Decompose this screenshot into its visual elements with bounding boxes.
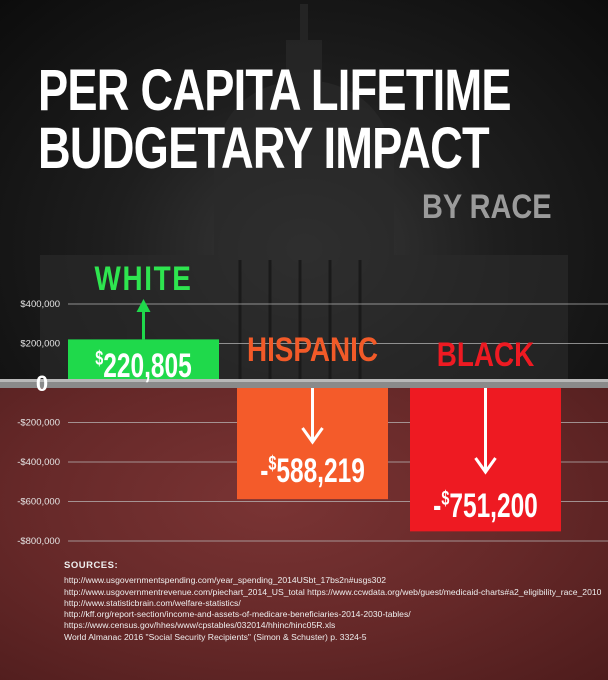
arrow-down-icon-head [474,457,497,475]
arrow-up-icon-head [136,299,151,312]
title-line-1: PER CAPITA LIFETIME [38,58,512,123]
y-tick-label: -$400,000 [17,457,60,468]
zero-line [0,379,608,388]
zero-line-highlight [0,379,608,382]
y-tick-label: -$800,000 [17,536,60,547]
source-line: World Almanac 2016 "Social Security Reci… [64,631,367,642]
y-tick-label: $400,000 [20,299,60,310]
bar-chart: $400,000 $200,000 0 -$200,000 -$400,000 -$600… [0,259,608,547]
source-line: http://www.statisticbrain.com/welfare-st… [64,597,241,608]
y-tick-label: $200,000 [20,339,60,350]
value-sign: - [260,452,268,490]
bar-white [68,339,219,379]
y-tick-label-zero: 0 [36,371,48,396]
source-line: http://www.usgovernmentspending.com/year… [64,575,387,586]
value-amount: 220,805 [103,347,191,385]
value-currency: $ [268,452,276,475]
value-label: -$751,200 [433,487,538,525]
value-currency: $ [95,347,103,370]
value-currency: $ [441,487,449,510]
y-tick-label: -$600,000 [17,497,60,508]
category-label-black: BLACK [437,335,535,373]
y-tick-label: -$200,000 [17,418,60,429]
title-line-2: BUDGETARY IMPACT [38,116,490,181]
category-label-hispanic: HISPANIC [247,330,378,368]
category-label-white: WHITE [95,259,193,297]
value-label: $220,805 [95,347,191,385]
source-line: http://www.usgovernmentrevenue.com/piech… [64,586,602,597]
sources-heading: SOURCES: [64,560,119,571]
sources-section: SOURCES: http://www.usgovernmentspending… [64,560,601,643]
capitol-silhouette [40,4,568,383]
arrow-down-icon-head [301,427,324,445]
source-line: http://kff.org/report-section/income-and… [64,609,411,620]
value-amount: 588,219 [276,452,364,490]
source-line: https://www.census.gov/hhes/www/cpstable… [64,620,336,631]
value-amount: 751,200 [449,487,537,525]
value-sign: - [433,487,441,525]
subtitle: BY RACE [422,188,552,226]
value-label: -$588,219 [260,452,365,490]
